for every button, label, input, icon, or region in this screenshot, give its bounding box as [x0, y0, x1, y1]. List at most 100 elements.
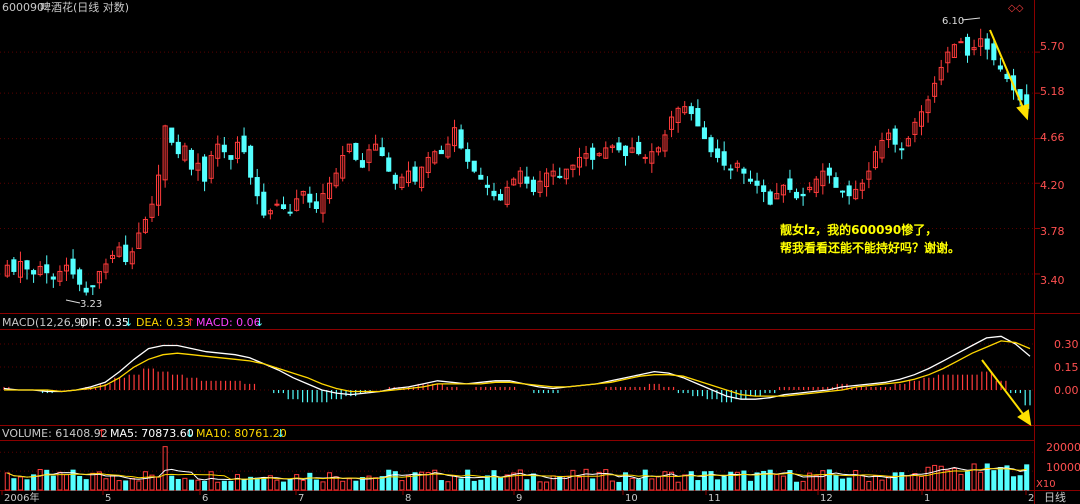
volume-bar: [432, 469, 438, 491]
candle-up: [807, 186, 813, 191]
candle-up: [37, 265, 43, 276]
volume-bar: [609, 480, 615, 491]
volume-bar: [754, 472, 760, 491]
candle-down: [202, 156, 208, 182]
macd-tick: 0.15: [1054, 361, 1079, 374]
volume-bar: [1011, 476, 1017, 491]
volume-bar: [445, 481, 451, 491]
annotation-line1: 靓女lz，我的600090惨了，: [780, 222, 937, 237]
volume-bar: [123, 480, 129, 491]
candle-down: [359, 160, 365, 168]
candle-down: [636, 141, 642, 155]
candle-up: [208, 155, 214, 179]
svg-text:↓: ↓: [276, 427, 285, 440]
volume-bar: [320, 481, 326, 491]
period-label[interactable]: 日线: [1044, 490, 1066, 504]
candle-up: [813, 178, 819, 193]
volume-bar: [248, 476, 254, 491]
candle-up: [511, 178, 517, 186]
volume-bar: [622, 472, 629, 491]
candle-up: [129, 251, 135, 265]
volume-bar: [142, 471, 148, 491]
candle-down: [458, 129, 464, 149]
volume-bar: [984, 463, 990, 491]
candle-up: [419, 166, 425, 188]
candle-up: [958, 41, 964, 44]
volume-bar: [892, 472, 898, 491]
price-tick: 5.18: [1040, 85, 1065, 98]
candle-up: [215, 143, 221, 159]
volume-bar: [669, 471, 675, 491]
candle-up: [274, 203, 280, 206]
candle-down: [767, 191, 773, 205]
volume-bar: [826, 469, 832, 491]
x-label: 8: [405, 493, 411, 504]
candle-up: [109, 254, 116, 260]
corner-icon[interactable]: ◇◇: [1008, 3, 1024, 14]
candle-down: [498, 193, 504, 201]
volume-bar: [715, 479, 721, 491]
candle-up: [583, 153, 589, 159]
candle-down: [688, 106, 694, 115]
candle-up: [333, 172, 339, 187]
volume-bar: [530, 473, 536, 491]
candle-down: [248, 145, 254, 178]
volume-bar: [366, 475, 372, 491]
volume-bar: [774, 474, 780, 491]
candle-down: [44, 264, 50, 274]
volume-bar: [872, 475, 878, 491]
volume-bar: [524, 479, 530, 491]
volume-bar: [294, 474, 300, 491]
price-tick: 4.66: [1040, 131, 1065, 144]
volume-bar: [373, 477, 379, 491]
candle-down: [524, 176, 530, 184]
candle-up: [978, 38, 984, 47]
candle-up: [669, 116, 675, 130]
candle-up: [504, 186, 510, 205]
candle-up: [234, 141, 241, 159]
volume-bar: [655, 476, 661, 491]
volume-unit: X10: [1036, 479, 1056, 490]
candle-up: [294, 198, 300, 211]
volume-bar: [340, 480, 346, 491]
volume-bar: [77, 475, 83, 491]
candle-down: [280, 204, 287, 209]
volume-tick: 10000: [1046, 461, 1080, 474]
volume-bar: [458, 478, 464, 491]
dif-line: [3, 335, 1031, 400]
volume-bar: [971, 463, 977, 491]
volume-bar: [958, 473, 964, 491]
candlesticks: [4, 28, 1030, 296]
price-tick: 3.40: [1040, 274, 1065, 287]
candle-down: [70, 258, 76, 275]
candle-down: [175, 141, 181, 155]
macd-panel: [0, 335, 1034, 406]
volume-bar: [747, 480, 754, 491]
candle-down: [491, 190, 497, 197]
candle-down: [241, 135, 247, 153]
svg-text:↓: ↓: [185, 427, 194, 440]
candle-down: [800, 193, 806, 197]
volume-bar: [44, 469, 50, 491]
volume-bar: [912, 473, 918, 491]
volume-panel: [0, 446, 1034, 491]
candle-down: [313, 201, 319, 209]
candle-down: [741, 168, 747, 174]
volume-bar: [840, 478, 846, 491]
candle-down: [254, 177, 260, 197]
volume-bar: [498, 477, 504, 491]
candle-down: [221, 144, 227, 153]
volume-bar: [405, 474, 412, 491]
volume-bar: [1024, 464, 1030, 491]
candle-down: [984, 38, 990, 50]
candle-down: [228, 155, 234, 160]
volume-bar: [688, 471, 694, 491]
x-label: 10: [625, 493, 638, 504]
candle-up: [886, 132, 892, 141]
volume-bar: [202, 480, 208, 491]
volume-bar: [879, 479, 885, 491]
volume-bar: [761, 470, 767, 491]
volume-bar: [616, 481, 622, 491]
candle-down: [287, 211, 293, 214]
macd-dif: DIF: 0.35: [80, 316, 129, 329]
